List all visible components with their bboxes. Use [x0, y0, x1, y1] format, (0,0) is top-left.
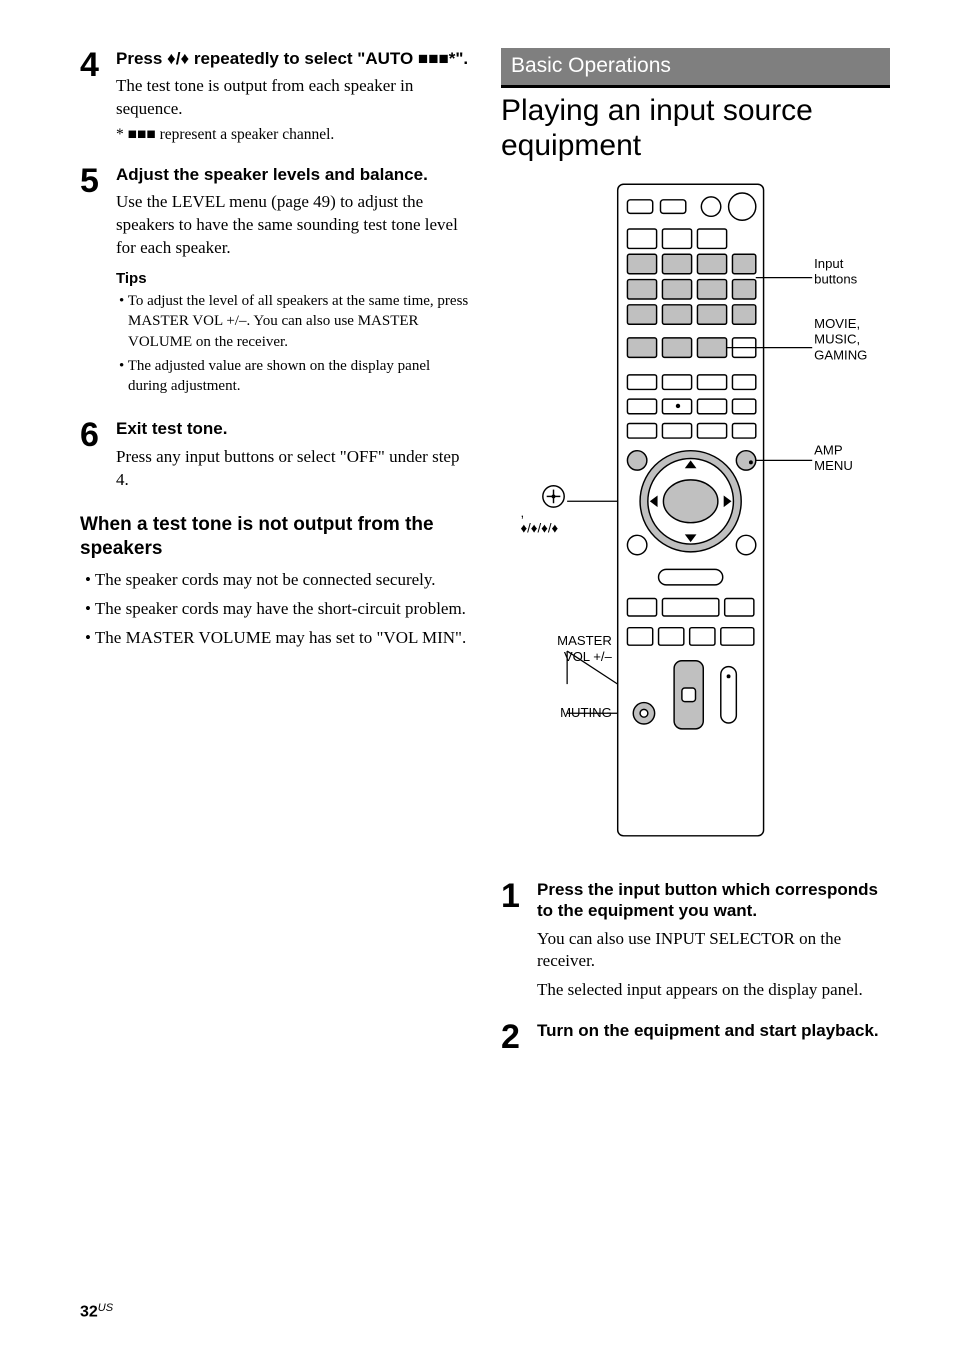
step-paragraph: The selected input appears on the displa… [537, 979, 890, 1002]
step-heading: Turn on the equipment and start playback… [537, 1020, 890, 1041]
callout-muting: MUTING [505, 706, 612, 722]
step-number: 6 [80, 418, 116, 497]
step-heading: Exit test tone. [116, 418, 469, 439]
step-heading: Press ♦/♦ repeatedly to select "AUTO ■■■… [116, 48, 469, 69]
page: 4 Press ♦/♦ repeatedly to select "AUTO ■… [0, 0, 954, 1352]
page-number: 32US [80, 1302, 113, 1322]
callout-master-vol: MASTER VOL +/– [505, 634, 612, 665]
step-footnote: * ■■■ represent a speaker channel. [116, 125, 469, 146]
section-banner: Basic Operations [501, 48, 890, 88]
step-4: 4 Press ♦/♦ repeatedly to select "AUTO ■… [80, 48, 469, 152]
step-paragraph: Use the LEVEL menu (page 49) to adjust t… [116, 191, 469, 260]
bullet-item: The speaker cords may not be connected s… [96, 569, 469, 592]
step-5: 5 Adjust the speaker levels and balance.… [80, 164, 469, 406]
right-step-2: 2 Turn on the equipment and start playba… [501, 1020, 890, 1054]
step-heading: Adjust the speaker levels and balance. [116, 164, 469, 185]
tip-item: The adjusted value are shown on the disp… [128, 356, 469, 397]
enter-icon [543, 486, 564, 507]
step-6: 6 Exit test tone. Press any input button… [80, 418, 469, 497]
bullet-list: The speaker cords may not be connected s… [80, 569, 469, 650]
callout-enter: , ♦/♦/♦/♦ [520, 505, 609, 536]
step-number: 2 [501, 1020, 537, 1054]
step-number: 1 [501, 879, 537, 1008]
callout-mmg: MOVIE, MUSIC, GAMING [814, 317, 890, 364]
tips-heading: Tips [116, 270, 469, 287]
callout-amp: AMP MENU [814, 443, 890, 474]
tip-item: To adjust the level of all speakers at t… [128, 291, 469, 352]
right-column: Basic Operations Playing an input source… [501, 48, 890, 1066]
bullet-item: The speaker cords may have the short-cir… [96, 598, 469, 621]
tips-list: To adjust the level of all speakers at t… [116, 291, 469, 396]
step-paragraph: You can also use INPUT SELECTOR on the r… [537, 928, 890, 974]
step-paragraph: The test tone is output from each speake… [116, 75, 469, 121]
step-heading: Press the input button which corresponds… [537, 879, 890, 922]
step-number: 4 [80, 48, 116, 152]
remote-diagram: Input buttons MOVIE, MUSIC, GAMING AMP M… [501, 171, 890, 851]
bullet-item: The MASTER VOLUME may has set to "VOL MI… [96, 627, 469, 650]
section-title: Playing an input source equipment [501, 94, 890, 163]
page-number-region: US [98, 1302, 113, 1314]
callout-input-buttons: Input buttons [814, 256, 890, 287]
page-number-value: 32 [80, 1304, 98, 1321]
right-step-1: 1 Press the input button which correspon… [501, 879, 890, 1008]
subheading: When a test tone is not output from the … [80, 513, 469, 561]
step-number: 5 [80, 164, 116, 406]
left-column: 4 Press ♦/♦ repeatedly to select "AUTO ■… [80, 48, 469, 1066]
step-paragraph: Press any input buttons or select "OFF" … [116, 446, 469, 492]
